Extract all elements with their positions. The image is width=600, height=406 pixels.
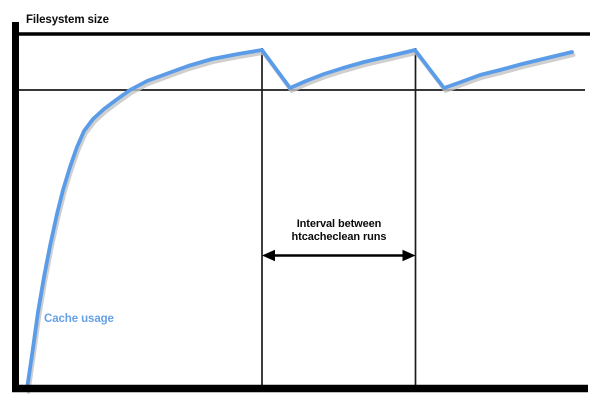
interval-label-line2: htcacheclean runs bbox=[291, 231, 387, 243]
cache-usage-label: Cache usage bbox=[44, 313, 114, 325]
filesystem-size-label: Filesystem size bbox=[26, 14, 109, 26]
interval-arrow-right-head-icon bbox=[402, 249, 416, 262]
interval-label: Interval between htcacheclean runs bbox=[262, 218, 416, 244]
interval-label-line1: Interval between bbox=[296, 218, 382, 230]
cache-usage-curve bbox=[25, 48, 574, 391]
cache-usage-curve-shadow bbox=[26, 51, 576, 394]
interval-arrow-left-head-icon bbox=[262, 249, 275, 262]
